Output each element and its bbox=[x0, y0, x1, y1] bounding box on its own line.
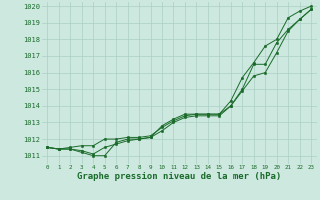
X-axis label: Graphe pression niveau de la mer (hPa): Graphe pression niveau de la mer (hPa) bbox=[77, 172, 281, 181]
